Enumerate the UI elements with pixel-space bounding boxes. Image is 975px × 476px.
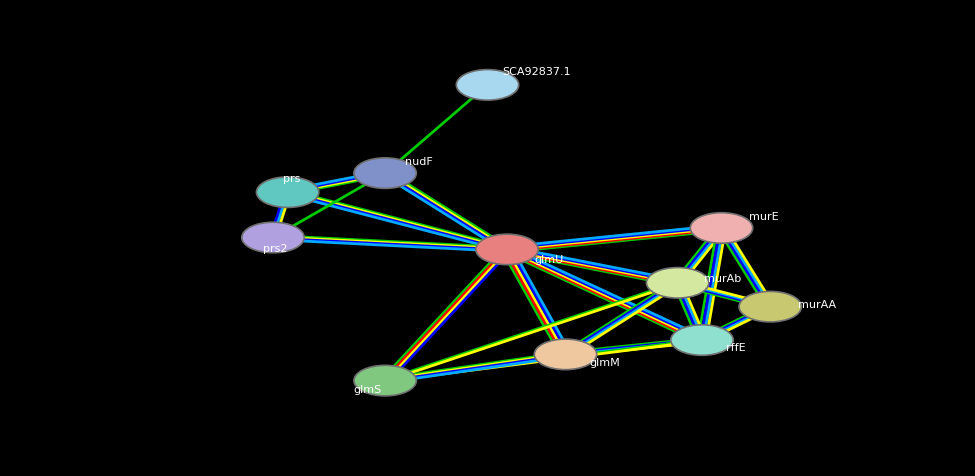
- Text: glmU: glmU: [534, 255, 564, 264]
- Circle shape: [256, 178, 319, 208]
- Text: murE: murE: [749, 212, 778, 221]
- Circle shape: [354, 366, 416, 396]
- Text: SCA92837.1: SCA92837.1: [502, 67, 570, 76]
- Text: glmS: glmS: [353, 385, 381, 394]
- Text: murAb: murAb: [704, 274, 741, 283]
- Circle shape: [534, 339, 597, 370]
- Text: glmM: glmM: [590, 357, 621, 367]
- Circle shape: [690, 213, 753, 244]
- Circle shape: [739, 292, 801, 322]
- Circle shape: [242, 223, 304, 253]
- Text: prs: prs: [283, 174, 300, 183]
- Text: prs2: prs2: [263, 244, 288, 253]
- Circle shape: [456, 70, 519, 101]
- Circle shape: [354, 159, 416, 189]
- Text: rffE: rffE: [726, 343, 746, 352]
- Circle shape: [476, 235, 538, 265]
- Circle shape: [646, 268, 709, 298]
- Text: murAA: murAA: [798, 300, 836, 309]
- Circle shape: [671, 325, 733, 356]
- Text: nudF: nudF: [405, 157, 432, 167]
